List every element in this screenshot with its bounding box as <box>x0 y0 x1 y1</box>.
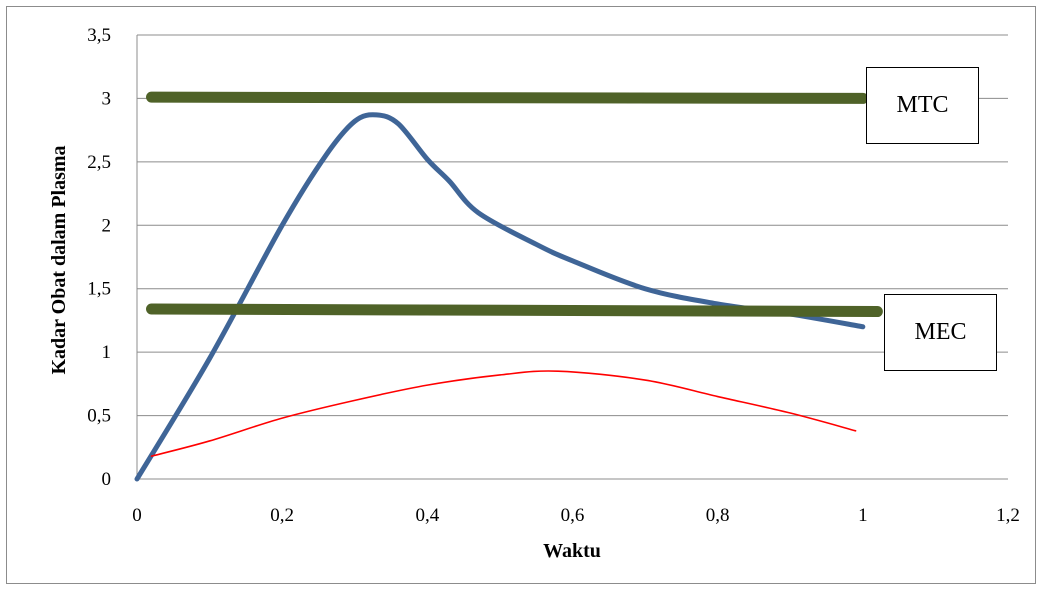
series-lines <box>134 91 883 482</box>
x-tick-label: 0,2 <box>270 505 294 526</box>
mec-label: MEC <box>884 294 997 371</box>
y-tick-label: 2 <box>102 215 112 236</box>
y-tick-label: 3,5 <box>87 25 111 46</box>
y-tick-label: 1,5 <box>87 279 111 300</box>
x-tick-label: 1 <box>858 505 868 526</box>
subtherapeutic-curve <box>150 370 857 457</box>
x-tick-label: 0,8 <box>706 505 730 526</box>
x-tick-label: 0 <box>132 505 142 526</box>
y-tick-label: 1 <box>102 342 112 363</box>
x-axis-title: Waktu <box>543 540 601 562</box>
y-tick-label: 2,5 <box>87 152 111 173</box>
y-axis-title: Kadar Obat dalam Plasma <box>48 145 70 374</box>
plasma-concentration-curve <box>134 112 866 482</box>
y-tick-label: 3 <box>102 88 112 109</box>
x-tick-label: 1,2 <box>996 505 1020 526</box>
x-tick-label: 0,6 <box>561 505 585 526</box>
tick-labels: 0 0,5 1 1,5 2 2,5 3 3,5 0 0,2 0,4 0,6 0,8 1 1,2 <box>87 25 1020 526</box>
mtc-line <box>146 91 869 104</box>
y-tick-label: 0 <box>102 469 112 490</box>
mtc-label: MTC <box>866 67 979 144</box>
mec-line <box>146 303 883 318</box>
chart-frame <box>6 6 1036 584</box>
y-tick-label: 0,5 <box>87 406 111 427</box>
x-tick-label: 0,4 <box>415 505 439 526</box>
